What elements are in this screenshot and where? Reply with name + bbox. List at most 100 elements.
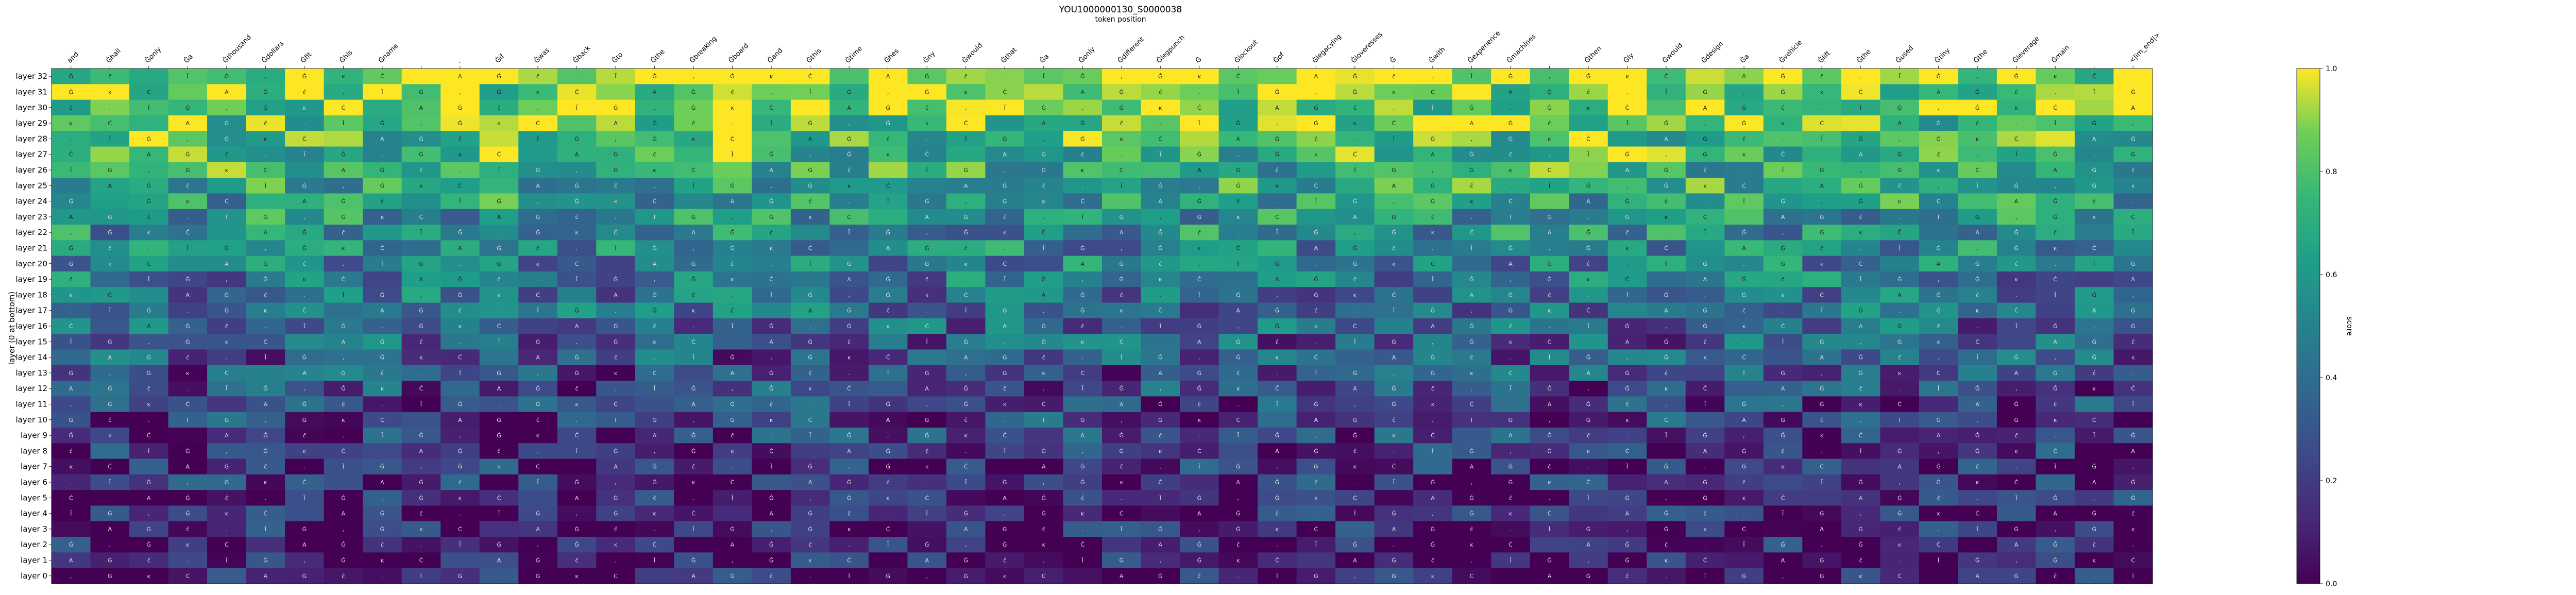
colorbar-tick-label: 0.6 (2326, 271, 2337, 279)
heatmap-cell-token: Ġ (2131, 135, 2136, 142)
heatmap-cell-token (187, 432, 189, 439)
heatmap-cell (1919, 178, 1959, 194)
heatmap-cell-token: , (2054, 182, 2056, 189)
heatmap-cell-token: Ġ (1275, 89, 1280, 95)
heatmap-cell-token: Ċ (1431, 261, 1435, 267)
heatmap-cell-token: . (1393, 276, 1395, 283)
heatmap-cell (1607, 146, 1647, 163)
heatmap-cell-token: ĉ (1742, 479, 1745, 486)
heatmap-cell (1607, 115, 1647, 131)
heatmap-cell (324, 146, 363, 163)
heatmap-cell-token: , (1081, 105, 1083, 111)
heatmap-cell (1841, 193, 1880, 210)
column-tick-label: Ġif (493, 52, 506, 65)
heatmap-cell-token: . (70, 135, 72, 142)
heatmap-cell-token: Ċ (342, 105, 346, 111)
heatmap-cell (1996, 178, 2037, 194)
heatmap-cell-token: Ĩ (1004, 105, 1006, 111)
heatmap-cell-token: Ġ (769, 557, 774, 564)
heatmap-cell-token: Ġ (847, 479, 852, 486)
heatmap-cell-token: , (1938, 448, 1940, 454)
heatmap-cell-token: , (887, 261, 889, 267)
column-tick-label: Ġboard (726, 41, 750, 65)
heatmap-cell-token: Ĩ (1820, 479, 1823, 486)
heatmap-cell (168, 69, 208, 84)
heatmap-cell-token: Ġ (1314, 105, 1318, 111)
heatmap-cell-token: A (691, 229, 696, 236)
heatmap-cell-token: Ġ (1897, 448, 1902, 454)
heatmap-cell-token: Ġ (497, 89, 501, 95)
heatmap-cell-token: , (498, 229, 500, 236)
heatmap-cell-token: Ġ (1936, 417, 1941, 423)
heatmap-cell-token: ĉ (809, 370, 812, 377)
heatmap-cell (1258, 84, 1297, 100)
heatmap-cell (1958, 69, 1997, 84)
heatmap-cell-token: ĉ (2093, 370, 2096, 377)
heatmap-cell-token: ĸ (225, 511, 229, 517)
heatmap-cell (129, 209, 169, 225)
heatmap-cell (1218, 193, 1258, 210)
heatmap-cell-token: Ċ (964, 292, 968, 298)
heatmap-cell-token: , (2054, 354, 2056, 361)
heatmap-cell (1685, 193, 1725, 210)
heatmap-cell-token: ĉ (303, 432, 306, 439)
heatmap-cell-token: A (925, 214, 929, 220)
heatmap-cell-token: . (1860, 73, 1862, 80)
heatmap-cell-token (70, 182, 72, 189)
heatmap-cell-token: Ċ (380, 417, 384, 423)
heatmap-cell-token: Ġ (808, 120, 812, 127)
heatmap-cell-token: Ĩ (342, 120, 345, 127)
heatmap-cell-token: , (1276, 464, 1278, 470)
heatmap-cell-token: ĸ (1003, 229, 1007, 236)
heatmap-cell (324, 69, 363, 84)
heatmap-cell-token: Ġ (1781, 73, 1785, 80)
heatmap-cell-token: , (926, 401, 928, 408)
heatmap-cell-token: , (1665, 323, 1667, 330)
heatmap-cell (52, 178, 91, 194)
heatmap-cell-token: Ġ (147, 526, 151, 533)
heatmap-cell (635, 209, 674, 225)
heatmap-cell-token (1510, 401, 1512, 408)
heatmap-cell (1180, 209, 1219, 225)
heatmap-cell (1258, 99, 1297, 116)
heatmap-cell-token: Ġ (1275, 432, 1280, 439)
heatmap-cell-token: ĉ (536, 73, 539, 80)
heatmap-cell-token (770, 308, 772, 314)
heatmap-cell-token: Ċ (108, 120, 112, 127)
heatmap-cell (1180, 69, 1219, 84)
heatmap-cell-token: , (1704, 292, 1706, 298)
heatmap-cell-token: Ġ (963, 229, 968, 236)
heatmap-cell (1296, 178, 1336, 194)
heatmap-cell (868, 84, 908, 100)
heatmap-cell-token: Ġ (769, 385, 774, 392)
heatmap-cell (1491, 99, 1531, 116)
heatmap-cell-token: Ġ (108, 338, 112, 345)
heatmap-cell-token: Ġ (1003, 182, 1007, 189)
heatmap-cell-token (70, 354, 72, 361)
heatmap-cell-token: Ġ (1742, 401, 1747, 408)
heatmap-cell-token: ĸ (1236, 385, 1240, 392)
heatmap-cell-token: Ċ (1703, 214, 1707, 220)
heatmap-cell-token: ĉ (459, 135, 462, 142)
heatmap-cell-token: Ġ (419, 308, 423, 314)
column-tick-label: Ġonly (1077, 45, 1097, 65)
heatmap-cell-token: Ġ (302, 245, 307, 251)
heatmap-cell-token: Ġ (302, 229, 307, 236)
heatmap-cell-token: Ġ (497, 417, 501, 423)
row-tick-label: layer 22 (16, 228, 48, 237)
heatmap-cell (1958, 84, 1997, 100)
heatmap-cell (790, 209, 830, 225)
heatmap-cell-token: ĉ (575, 214, 578, 220)
heatmap-cell (1958, 115, 1997, 131)
heatmap-cell (946, 178, 986, 194)
heatmap-cell-token: Ġ (1858, 541, 1863, 548)
column-tick-label: Ġvehicle (1777, 38, 1804, 65)
column-tick-label: Ġto (610, 50, 624, 64)
heatmap-cell-token: . (1004, 417, 1006, 423)
heatmap-cell-token: ĸ (653, 167, 656, 174)
heatmap-cell (1102, 115, 1142, 131)
heatmap-cell-token: A (1236, 135, 1241, 142)
heatmap-cell (1569, 146, 1608, 163)
heatmap-cell-token: Ġ (1625, 370, 1630, 377)
heatmap-cell-token: ĸ (419, 354, 423, 361)
